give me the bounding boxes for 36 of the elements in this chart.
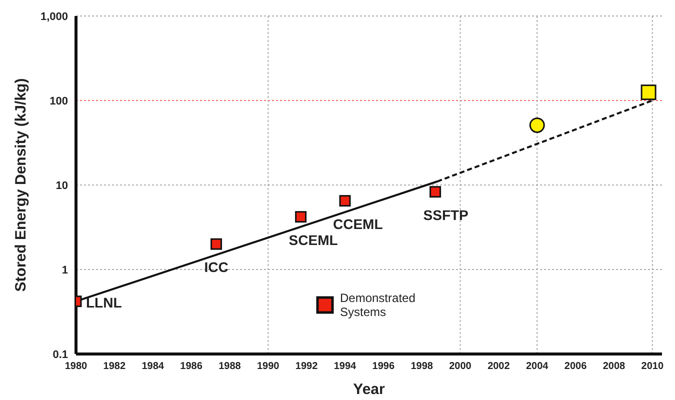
point [210,238,222,250]
y-tick-label: 100 [50,95,68,108]
x-tick-label: 1984 [142,361,164,372]
x-tick-label: 1992 [295,361,318,372]
point [295,211,307,223]
point [430,186,442,198]
x-tick-label: 1982 [103,361,126,372]
y-tick-label: 1 [62,264,68,276]
x-tick-label: 1986 [180,361,203,372]
x-tick-label: 1980 [64,361,88,372]
x-tick-label: 1988 [218,361,242,372]
legend-label: Demonstrated Systems [340,291,416,319]
point [529,117,545,133]
annotation: SSFTP [423,206,468,223]
y-tick-label: 1,000 [40,10,68,23]
x-tick-label: 1990 [257,361,280,372]
point [339,195,351,207]
x-axis-title: Year [353,381,386,398]
annotation: SCEML [288,232,338,248]
x-tick-label: 2002 [488,361,510,372]
x-tick-label: 1994 [334,361,357,372]
legend-box: Demonstrated Systems [316,291,446,319]
x-tick-label: 2004 [526,361,549,372]
x-tick-label: 2000 [449,361,472,372]
y-tick-label: 0.1 [52,348,68,361]
point [640,84,656,100]
y-tick-label: 10 [56,180,68,192]
annotation: ICC [204,259,228,276]
x-tick-label: 2006 [564,361,588,372]
annotation: LLNL [86,294,122,310]
x-tick-label: 1998 [410,361,434,372]
y-axis-title: Stored Energy Density (kJ/kg) [12,78,30,292]
x-tick-label: 2010 [641,361,664,372]
annotation: CCEML [332,216,384,232]
x-tick-label: 2008 [602,361,626,372]
x-tick-label: 1996 [372,361,395,372]
